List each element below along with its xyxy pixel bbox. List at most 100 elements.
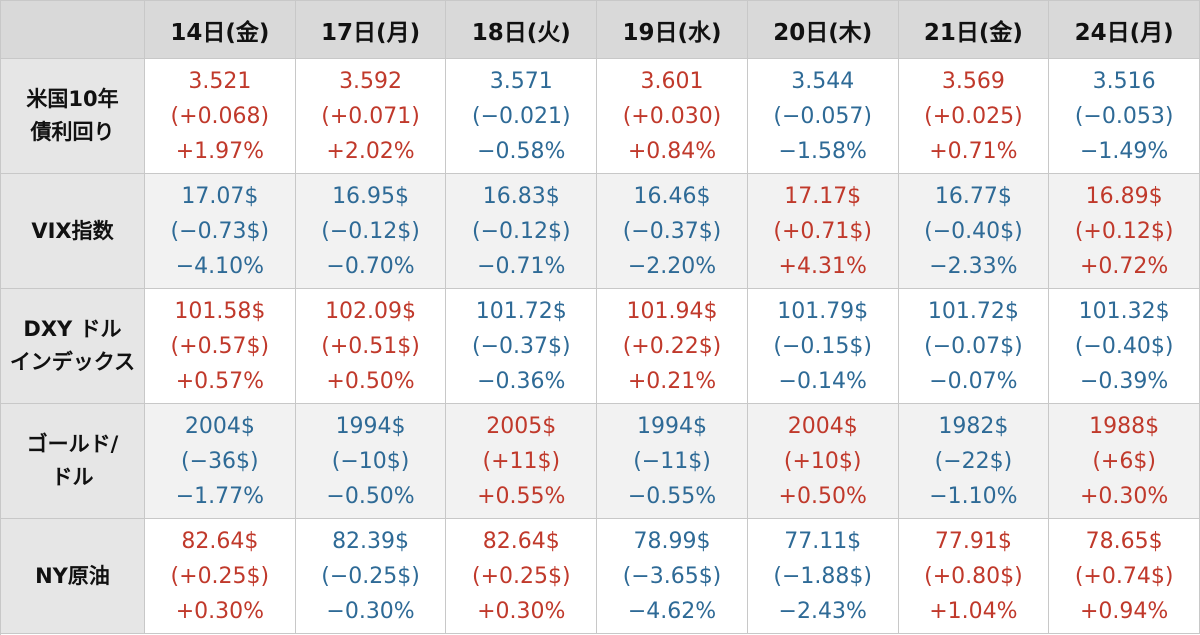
- quote-change: (−11$): [633, 448, 711, 474]
- quote-pct: −1.77%: [175, 483, 265, 509]
- quote-change: (−0.12$): [321, 218, 420, 244]
- quote-cell: 101.79$ (−0.15$) −0.14%: [747, 289, 899, 404]
- quote-pct: +0.55%: [477, 483, 566, 509]
- quote-change: (−3.65$): [622, 563, 722, 589]
- quote-cell: 2004$ (+10$) +0.50%: [747, 404, 899, 519]
- quote-change: (−1.88$): [773, 563, 872, 589]
- row-label-line: 米国10年: [26, 87, 119, 112]
- quote-change: (+0.80$): [924, 563, 1023, 589]
- quote-pct: +2.02%: [326, 138, 415, 164]
- quote-value: 78.99$: [633, 528, 711, 554]
- quote-value: 101.72$: [475, 298, 567, 324]
- row-label-line: ゴールド/: [26, 432, 119, 457]
- quote-value: 77.91$: [934, 528, 1012, 554]
- quote-change: (−0.053): [1074, 103, 1174, 129]
- quote-change: (−36$): [181, 448, 259, 474]
- day-header: 17日(月): [295, 1, 447, 59]
- quote-value: 101.58$: [174, 298, 266, 324]
- quote-change: (+0.74$): [1074, 563, 1174, 589]
- quote-pct: +0.50%: [326, 368, 415, 394]
- quote-pct: +0.30%: [175, 598, 265, 624]
- quote-cell: 77.91$ (+0.80$) +1.04%: [898, 519, 1050, 634]
- quote-cell: 82.39$ (−0.25$) −0.30%: [295, 519, 447, 634]
- day-header: 21日(金): [898, 1, 1050, 59]
- quote-value: 3.516: [1092, 68, 1156, 94]
- row-label: 米国10年債利回り: [1, 59, 145, 174]
- quote-pct: −0.71%: [477, 253, 566, 279]
- quote-pct: −0.36%: [477, 368, 566, 394]
- quote-pct: −4.10%: [175, 253, 265, 279]
- quote-pct: −1.58%: [778, 138, 867, 164]
- quote-pct: +0.57%: [175, 368, 265, 394]
- quote-pct: −0.07%: [929, 368, 1018, 394]
- quote-cell: 16.83$ (−0.12$) −0.71%: [446, 174, 598, 289]
- quote-cell: 3.592 (+0.071) +2.02%: [295, 59, 447, 174]
- quote-change: (−0.37$): [471, 333, 571, 359]
- quote-cell: 16.46$ (−0.37$) −2.20%: [597, 174, 748, 289]
- quote-change: (+0.25$): [170, 563, 270, 589]
- quote-change: (−0.15$): [773, 333, 872, 359]
- quote-pct: −0.70%: [326, 253, 415, 279]
- quote-cell: 1982$ (−22$) −1.10%: [898, 404, 1050, 519]
- quote-pct: −0.39%: [1079, 368, 1169, 394]
- quote-change: (−0.12$): [471, 218, 571, 244]
- quote-change: (−0.40$): [1074, 333, 1174, 359]
- quote-pct: +0.71%: [929, 138, 1018, 164]
- quote-value: 101.79$: [777, 298, 869, 324]
- quote-pct: −0.50%: [326, 483, 415, 509]
- day-header: 24日(月): [1049, 1, 1200, 59]
- day-header: 14日(金): [145, 1, 296, 59]
- quote-value: 101.94$: [626, 298, 718, 324]
- quote-cell: 3.571 (−0.021) −0.58%: [446, 59, 598, 174]
- quote-value: 3.601: [640, 68, 704, 94]
- day-header: 20日(木): [747, 1, 899, 59]
- row-label-line: DXY ドル: [23, 317, 122, 342]
- quote-cell: 82.64$ (+0.25$) +0.30%: [145, 519, 296, 634]
- quote-value: 16.77$: [934, 183, 1012, 209]
- quote-pct: +0.84%: [627, 138, 717, 164]
- quote-pct: +1.04%: [929, 598, 1018, 624]
- quote-change: (−0.057): [773, 103, 872, 129]
- quote-change: (+0.12$): [1074, 218, 1174, 244]
- quote-value: 3.592: [339, 68, 403, 94]
- quote-change: (−0.07$): [924, 333, 1023, 359]
- quote-pct: +0.30%: [477, 598, 566, 624]
- quote-pct: −0.58%: [477, 138, 566, 164]
- quote-pct: −4.62%: [627, 598, 717, 624]
- quote-value: 1994$: [636, 413, 707, 439]
- quote-cell: 82.64$ (+0.25$) +0.30%: [446, 519, 598, 634]
- quote-value: 16.46$: [633, 183, 711, 209]
- quote-change: (−0.40$): [924, 218, 1023, 244]
- quote-change: (+0.068): [170, 103, 270, 129]
- quote-cell: 2005$ (+11$) +0.55%: [446, 404, 598, 519]
- row-label-line: 債利回り: [30, 120, 115, 144]
- quote-value: 16.89$: [1085, 183, 1163, 209]
- row-label-line: ドル: [51, 465, 94, 489]
- quote-cell: 101.72$ (−0.07$) −0.07%: [898, 289, 1050, 404]
- quote-cell: 3.516 (−0.053) −1.49%: [1049, 59, 1200, 174]
- quote-value: 3.571: [489, 68, 553, 94]
- quote-cell: 101.58$ (+0.57$) +0.57%: [145, 289, 296, 404]
- quote-cell: 78.99$ (−3.65$) −4.62%: [597, 519, 748, 634]
- quote-change: (−0.37$): [622, 218, 722, 244]
- quote-change: (+6$): [1092, 448, 1156, 474]
- quote-cell: 16.77$ (−0.40$) −2.33%: [898, 174, 1050, 289]
- quote-cell: 1994$ (−11$) −0.55%: [597, 404, 748, 519]
- quote-pct: −0.55%: [627, 483, 717, 509]
- quote-cell: 1988$ (+6$) +0.30%: [1049, 404, 1200, 519]
- quote-value: 77.11$: [784, 528, 862, 554]
- quote-cell: 101.72$ (−0.37$) −0.36%: [446, 289, 598, 404]
- quote-cell: 101.32$ (−0.40$) −0.39%: [1049, 289, 1200, 404]
- quote-pct: +4.31%: [778, 253, 867, 279]
- quote-value: 17.07$: [181, 183, 259, 209]
- quote-change: (+0.25$): [471, 563, 571, 589]
- quote-value: 16.95$: [332, 183, 410, 209]
- quote-value: 3.521: [188, 68, 252, 94]
- quote-value: 2004$: [787, 413, 858, 439]
- quote-value: 102.09$: [325, 298, 417, 324]
- quote-cell: 3.601 (+0.030) +0.84%: [597, 59, 748, 174]
- quote-pct: +1.97%: [175, 138, 265, 164]
- quote-value: 101.32$: [1078, 298, 1170, 324]
- quote-pct: −2.33%: [929, 253, 1018, 279]
